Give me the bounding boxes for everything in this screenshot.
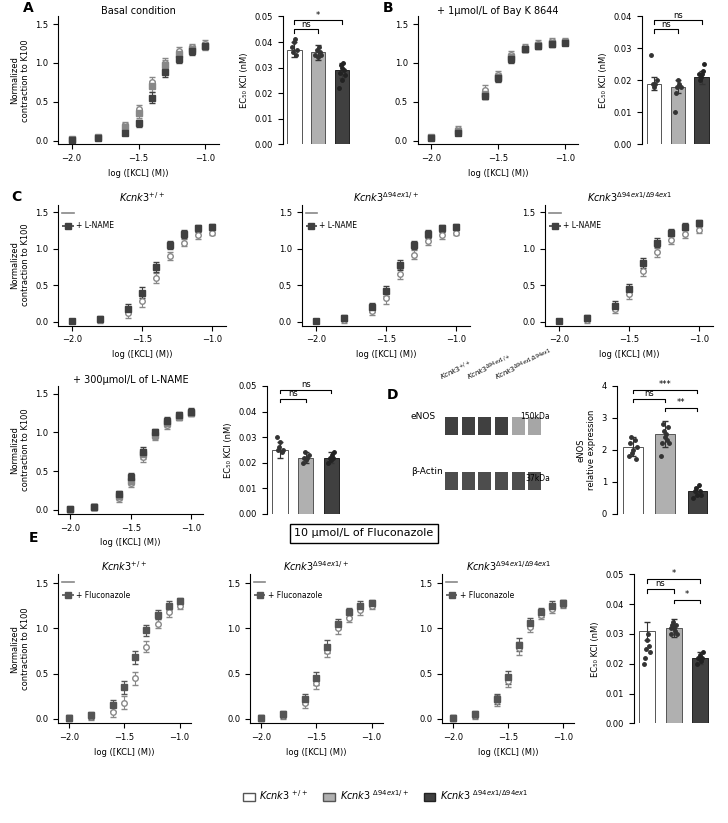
Legend: , + Fluconazole: , + Fluconazole: [254, 578, 322, 600]
Text: *: *: [672, 569, 676, 578]
Text: ns: ns: [644, 389, 654, 398]
Bar: [311, 53, 325, 144]
Bar: [462, 416, 475, 435]
Text: β-Actin: β-Actin: [411, 467, 443, 477]
Y-axis label: EC₅₀ KCl (nM): EC₅₀ KCl (nM): [224, 422, 233, 477]
Title: Basal condition: Basal condition: [101, 6, 176, 16]
Legend: , + Fluconazole: , + Fluconazole: [446, 578, 514, 600]
Text: ns: ns: [656, 579, 665, 588]
Text: eNOS: eNOS: [411, 412, 436, 421]
X-axis label: log ([KCL] (M)): log ([KCL] (M)): [108, 169, 169, 178]
Title: + 1μmol/L of Bay K 8644: + 1μmol/L of Bay K 8644: [438, 6, 559, 16]
Text: C: C: [11, 190, 21, 204]
Bar: [688, 491, 707, 514]
Title: $Kcnk3$$^{+/+}$: $Kcnk3$$^{+/+}$: [101, 560, 148, 574]
Text: ns: ns: [673, 11, 683, 20]
Title: $Kcnk3$$^{\Delta94ex1/+}$: $Kcnk3$$^{\Delta94ex1/+}$: [283, 560, 349, 574]
X-axis label: log ([KCL] (M)): log ([KCL] (M)): [112, 350, 173, 359]
Text: **: **: [677, 398, 686, 407]
Text: E: E: [29, 531, 39, 545]
Bar: [324, 458, 339, 514]
Bar: [639, 631, 655, 723]
Bar: [670, 86, 685, 144]
Y-axis label: Normalized
contraction to K100: Normalized contraction to K100: [10, 607, 30, 690]
Text: 150kDa: 150kDa: [521, 412, 550, 421]
Text: ***: ***: [659, 380, 671, 389]
Bar: [445, 472, 458, 490]
Text: $Kcnk3^{\Delta94ex1/+}$: $Kcnk3^{\Delta94ex1/+}$: [466, 353, 514, 384]
Text: B: B: [382, 1, 393, 15]
Text: *: *: [316, 11, 320, 20]
Y-axis label: EC₅₀ KCl (nM): EC₅₀ KCl (nM): [240, 53, 249, 108]
X-axis label: log ([KCL] (M)): log ([KCL] (M)): [100, 538, 161, 547]
Bar: [495, 472, 508, 490]
Title: $Kcnk3$$^{\Delta94ex1/+}$: $Kcnk3$$^{\Delta94ex1/+}$: [352, 190, 419, 204]
X-axis label: log ([KCL] (M)): log ([KCL] (M)): [94, 748, 154, 756]
Bar: [692, 658, 708, 723]
Bar: [623, 447, 643, 514]
Text: ns: ns: [288, 389, 298, 398]
X-axis label: log ([KCL] (M)): log ([KCL] (M)): [286, 748, 347, 756]
Text: 10 μmol/L of Fluconazole: 10 μmol/L of Fluconazole: [294, 528, 434, 538]
Legend: , + L-NAME: , + L-NAME: [62, 208, 114, 230]
Title: $Kcnk3$$^{+/+}$: $Kcnk3$$^{+/+}$: [119, 190, 165, 204]
Y-axis label: Normalized
contraction to K100: Normalized contraction to K100: [10, 224, 30, 306]
Bar: [529, 416, 542, 435]
Bar: [695, 77, 708, 144]
Y-axis label: Normalized
contraction to K100: Normalized contraction to K100: [10, 40, 30, 122]
Title: $Kcnk3$$^{\Delta94ex1/\Delta94ex1}$: $Kcnk3$$^{\Delta94ex1/\Delta94ex1}$: [587, 190, 672, 204]
Text: *: *: [685, 590, 689, 599]
Text: $Kcnk3^{+/+}$: $Kcnk3^{+/+}$: [438, 359, 474, 384]
Text: A: A: [23, 1, 33, 15]
Y-axis label: eNOS
relative expression: eNOS relative expression: [577, 410, 596, 490]
Bar: [512, 416, 525, 435]
Bar: [298, 458, 313, 514]
X-axis label: log ([KCL] (M)): log ([KCL] (M)): [478, 748, 539, 756]
Bar: [495, 416, 508, 435]
Text: ns: ns: [661, 20, 670, 29]
Bar: [655, 434, 675, 514]
Bar: [272, 450, 288, 514]
Legend: , + Fluconazole: , + Fluconazole: [62, 578, 130, 600]
X-axis label: log ([KCL] (M)): log ([KCL] (M)): [355, 350, 416, 359]
Legend: $Kcnk3$ $^{+/+}$, $Kcnk3$ $^{\Delta94ex1/+}$, $Kcnk3$ $^{\Delta94ex1/\Delta94ex1: $Kcnk3$ $^{+/+}$, $Kcnk3$ $^{\Delta94ex1…: [239, 784, 533, 806]
Bar: [335, 70, 349, 144]
Text: ns: ns: [301, 20, 312, 29]
Text: D: D: [387, 388, 397, 402]
X-axis label: log ([KCL] (M)): log ([KCL] (M)): [599, 350, 660, 359]
Legend: , + L-NAME: , + L-NAME: [306, 208, 357, 230]
Y-axis label: EC₅₀ KCl (nM): EC₅₀ KCl (nM): [599, 53, 609, 108]
Bar: [288, 49, 301, 144]
Bar: [666, 628, 681, 723]
Text: $Kcnk3^{\Delta94ex1/\Delta94ex1}$: $Kcnk3^{\Delta94ex1/\Delta94ex1}$: [494, 347, 555, 384]
Text: 37kDa: 37kDa: [525, 473, 550, 482]
Title: + 300μmol/L of L-NAME: + 300μmol/L of L-NAME: [73, 375, 189, 385]
Bar: [512, 472, 525, 490]
Legend: , + L-NAME: , + L-NAME: [549, 208, 601, 230]
Bar: [647, 84, 661, 144]
Bar: [529, 472, 542, 490]
Text: ns: ns: [301, 380, 311, 389]
X-axis label: log ([KCL] (M)): log ([KCL] (M)): [468, 169, 529, 178]
Bar: [445, 416, 458, 435]
Bar: [478, 416, 491, 435]
Title: $Kcnk3$$^{\Delta94ex1/\Delta94ex1}$: $Kcnk3$$^{\Delta94ex1/\Delta94ex1}$: [466, 560, 551, 574]
Bar: [462, 472, 475, 490]
Y-axis label: Normalized
contraction to K100: Normalized contraction to K100: [10, 408, 30, 491]
Bar: [478, 472, 491, 490]
Y-axis label: EC₅₀ KCl (nM): EC₅₀ KCl (nM): [591, 621, 601, 677]
